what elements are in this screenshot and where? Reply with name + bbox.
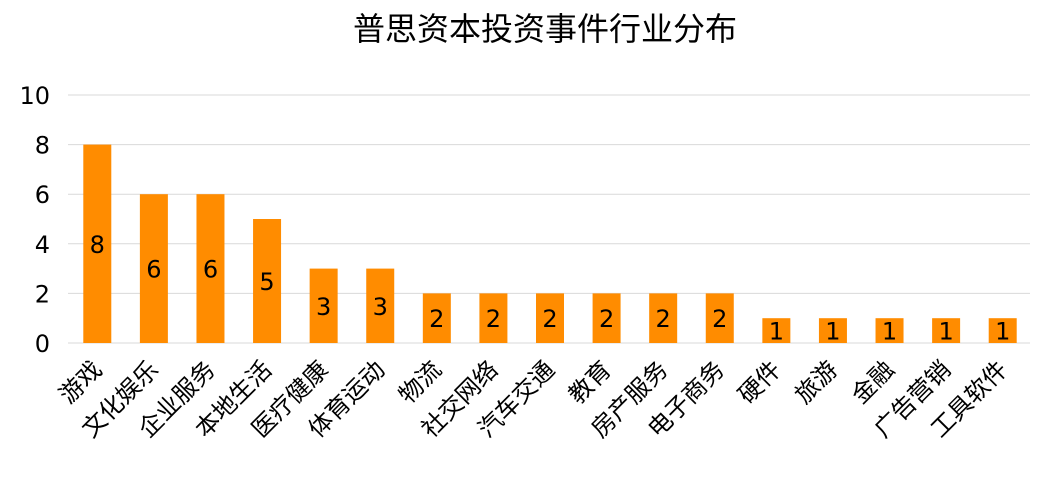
bar	[479, 293, 508, 343]
data-label: 2	[599, 305, 614, 333]
data-label: 3	[373, 293, 388, 321]
y-tick-label: 8	[35, 132, 50, 160]
data-label: 2	[486, 305, 501, 333]
data-label: 8	[90, 231, 105, 259]
bar	[705, 293, 734, 343]
chart-title: 普思资本投资事件行业分布	[353, 10, 737, 48]
bar	[762, 318, 791, 343]
data-label: 2	[542, 305, 557, 333]
data-label: 2	[429, 305, 444, 333]
data-label: 1	[825, 318, 840, 346]
data-label: 6	[203, 256, 218, 284]
data-label: 1	[995, 318, 1010, 346]
data-label: 5	[259, 268, 274, 296]
data-label: 2	[656, 305, 671, 333]
data-label: 2	[712, 305, 727, 333]
x-tick-label: 硬件	[733, 355, 787, 409]
gridlines	[68, 94, 1030, 344]
bar	[932, 318, 961, 343]
data-label: 1	[938, 318, 953, 346]
bar	[309, 268, 338, 343]
y-tick-label: 4	[35, 231, 50, 259]
data-label: 6	[146, 256, 161, 284]
bar	[988, 318, 1017, 343]
bar	[253, 219, 282, 343]
y-tick-label: 0	[35, 330, 50, 358]
bar	[592, 293, 621, 343]
x-tick-label: 旅游	[789, 355, 843, 409]
y-tick-label: 10	[19, 82, 50, 110]
bar	[366, 268, 395, 343]
bar	[139, 194, 168, 343]
data-label: 3	[316, 293, 331, 321]
bar	[422, 293, 451, 343]
data-label: 1	[882, 318, 897, 346]
bar	[875, 318, 904, 343]
data-label: 1	[769, 318, 784, 346]
bar	[83, 144, 112, 343]
y-axis-ticks: 0 2 4 6 8 10	[19, 82, 50, 358]
y-tick-label: 6	[35, 181, 50, 209]
bar	[196, 194, 225, 343]
bar	[649, 293, 678, 343]
bar	[536, 293, 564, 343]
bars: 8 6 6 5 3 3 2 2 2 2 2 2 1 1 1 1 1	[83, 144, 1017, 346]
y-tick-label: 2	[35, 280, 50, 308]
bar	[818, 318, 847, 343]
